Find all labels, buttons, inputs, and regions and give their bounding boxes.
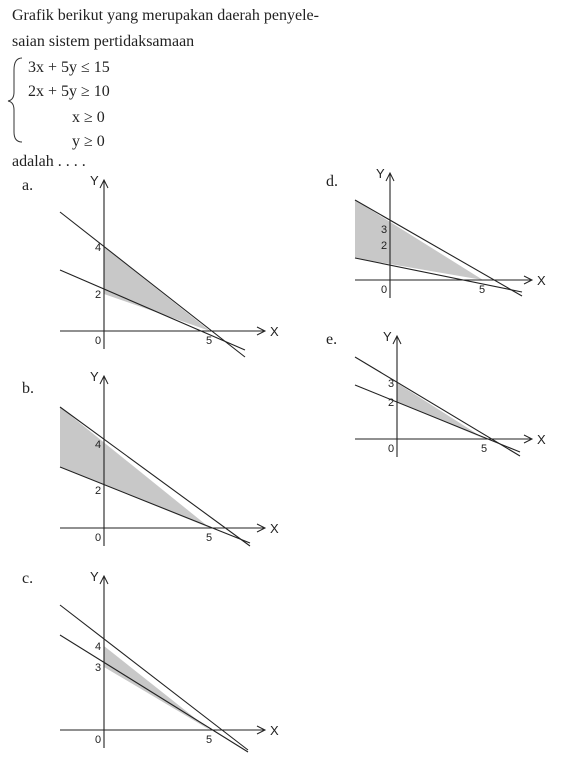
solution-region (397, 383, 485, 439)
arrow (385, 171, 395, 182)
axis-label: Y (90, 173, 99, 188)
y-mark: 4 (95, 641, 101, 653)
inequality: 3x + 5y ≤ 15 (28, 59, 110, 76)
solution-region (60, 407, 210, 528)
y-mark: 3 (95, 662, 101, 674)
y-mark: 2 (381, 240, 387, 252)
solution-region (104, 646, 210, 730)
axis-label: X (270, 324, 279, 339)
arrow (523, 434, 534, 444)
option-label: e. (326, 331, 337, 348)
x-mark: 5 (206, 734, 212, 746)
arrow (523, 275, 534, 285)
arrow (256, 725, 267, 735)
y-mark: 4 (95, 242, 101, 254)
arrow (256, 326, 267, 336)
axis-label: X (537, 432, 546, 447)
question-line: Grafik berikut yang merupakan daerah pen… (12, 7, 319, 24)
axis-label: X (270, 723, 279, 738)
boundary-line (354, 257, 523, 293)
origin-label: 0 (95, 335, 101, 347)
inequality: y ≥ 0 (72, 133, 105, 150)
arrow (99, 178, 109, 189)
option-label: d. (326, 173, 338, 190)
boundary-line (59, 466, 251, 544)
axis-label: Y (90, 369, 99, 384)
x-mark: 5 (479, 284, 485, 296)
solution-region (355, 200, 483, 280)
y-mark: 2 (388, 397, 394, 409)
x-mark: 5 (206, 335, 212, 347)
boundary-line (59, 406, 251, 547)
y-mark: 3 (388, 378, 394, 390)
option-label: c. (22, 570, 33, 587)
origin-label: 0 (381, 284, 387, 296)
axis-label: Y (383, 329, 392, 344)
option-label: a. (22, 177, 33, 194)
inequality: 2x + 5y ≥ 10 (28, 83, 110, 100)
origin-label: 0 (388, 443, 394, 455)
axis-label: X (537, 273, 546, 288)
brace (7, 57, 23, 143)
boundary-line (59, 269, 246, 351)
y-mark: 2 (95, 485, 101, 497)
option-label: b. (22, 380, 34, 397)
y-mark: 4 (95, 439, 101, 451)
y-mark: 3 (381, 224, 387, 236)
boundary-line (354, 356, 521, 457)
x-mark: 5 (481, 443, 487, 455)
axis-label: Y (90, 569, 99, 584)
question-line: saian sistem pertidaksamaan (12, 33, 194, 50)
question-closing: adalah . . . . (12, 153, 86, 170)
x-mark: 5 (206, 532, 212, 544)
boundary-line (354, 384, 521, 453)
inequality: x ≥ 0 (72, 109, 105, 126)
arrow (256, 523, 267, 533)
y-mark: 2 (95, 289, 101, 301)
arrow (99, 374, 109, 385)
arrow (99, 574, 109, 585)
origin-label: 0 (95, 734, 101, 746)
boundary-line (59, 634, 249, 753)
origin-label: 0 (95, 532, 101, 544)
boundary-line (59, 211, 246, 358)
arrow (392, 334, 402, 345)
axis-label: Y (376, 166, 385, 181)
solution-region (104, 247, 210, 331)
axis-label: X (270, 521, 279, 536)
boundary-line (59, 604, 249, 751)
